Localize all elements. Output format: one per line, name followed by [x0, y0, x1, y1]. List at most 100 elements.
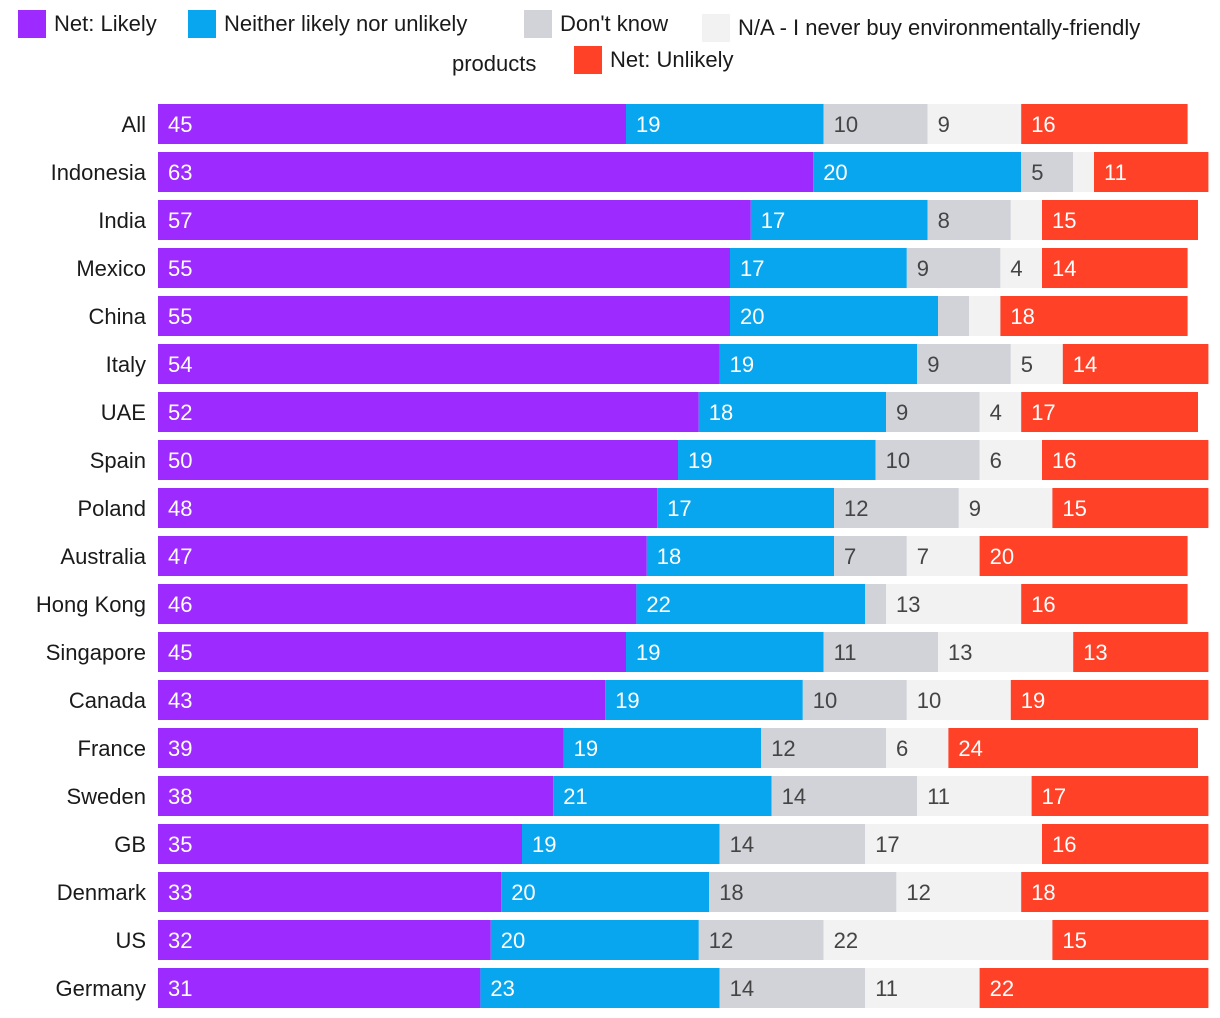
bar-segment[interactable] — [158, 536, 647, 576]
bar-segment[interactable] — [906, 680, 1011, 720]
bar-segment[interactable] — [1021, 392, 1198, 432]
bar-segment[interactable] — [1042, 824, 1209, 864]
bar-segment[interactable] — [1052, 488, 1209, 528]
bar-segment[interactable] — [865, 584, 886, 624]
bar-segment[interactable] — [158, 440, 678, 480]
bar-segment[interactable] — [917, 344, 1011, 384]
bar-segment[interactable] — [158, 680, 606, 720]
bar-segment[interactable] — [636, 584, 866, 624]
bar-segment[interactable] — [1062, 344, 1209, 384]
bar-segment[interactable] — [158, 296, 730, 336]
bar-segment[interactable] — [865, 968, 980, 1008]
bar-segment[interactable] — [698, 920, 824, 960]
bar-segment[interactable] — [979, 440, 1042, 480]
bar-segment[interactable] — [750, 200, 928, 240]
bar-segment[interactable] — [1042, 440, 1209, 480]
bar-segment[interactable] — [886, 392, 980, 432]
bar-segment[interactable] — [927, 200, 1011, 240]
bar-segment[interactable] — [948, 728, 1198, 768]
bar-segment[interactable] — [802, 680, 907, 720]
bar-segment[interactable] — [1042, 200, 1198, 240]
bar-segment[interactable] — [719, 968, 866, 1008]
bar-segment[interactable] — [480, 968, 720, 1008]
bar-segment[interactable] — [1021, 872, 1209, 912]
bar-segment[interactable] — [158, 872, 502, 912]
bar-segment[interactable] — [896, 872, 1022, 912]
bar-segment[interactable] — [1000, 248, 1042, 288]
legend-item-net-likely[interactable]: Net: Likely — [18, 10, 157, 38]
bar-segment[interactable] — [834, 536, 907, 576]
bar-segment[interactable] — [771, 776, 918, 816]
bar-segment[interactable] — [158, 632, 626, 672]
bar-segment[interactable] — [657, 488, 834, 528]
bar-segment[interactable] — [646, 536, 834, 576]
bar-segment[interactable] — [522, 824, 720, 864]
bar-segment[interactable] — [813, 152, 1022, 192]
bar-segment[interactable] — [1094, 152, 1209, 192]
bar-segment[interactable] — [1042, 248, 1188, 288]
bar-segment[interactable] — [709, 872, 897, 912]
bar-segment[interactable] — [906, 248, 1001, 288]
bar-segment[interactable] — [553, 776, 772, 816]
bar-segment[interactable] — [158, 152, 814, 192]
bar-segment[interactable] — [1021, 104, 1188, 144]
bar-segment[interactable] — [158, 200, 751, 240]
bar-segment[interactable] — [1031, 776, 1209, 816]
bar-segment[interactable] — [1010, 344, 1063, 384]
bar-segment[interactable] — [1000, 296, 1188, 336]
bar-segment[interactable] — [158, 248, 730, 288]
bar-segment[interactable] — [490, 920, 699, 960]
bar-segment[interactable] — [958, 488, 1053, 528]
bar-segment[interactable] — [761, 728, 886, 768]
bar-segment[interactable] — [158, 584, 637, 624]
bar-segment[interactable] — [969, 296, 1001, 336]
bar-segment[interactable] — [875, 440, 980, 480]
bar-segment[interactable] — [1073, 152, 1094, 192]
bar-segment[interactable] — [938, 296, 970, 336]
bar-segment[interactable] — [1010, 200, 1042, 240]
legend-item-neither[interactable]: Neither likely nor unlikely — [188, 10, 467, 38]
bar-segment[interactable] — [865, 824, 1042, 864]
bar-segment[interactable] — [823, 632, 938, 672]
bar-segment[interactable] — [158, 728, 564, 768]
bar-segment[interactable] — [698, 392, 886, 432]
bar-segment[interactable] — [158, 104, 626, 144]
bar-segment[interactable] — [730, 296, 938, 336]
bar-segment[interactable] — [730, 248, 907, 288]
bar-segment[interactable] — [626, 632, 824, 672]
bar-segment[interactable] — [1021, 152, 1074, 192]
legend-item-dont-know[interactable]: Don't know — [524, 10, 668, 38]
bar-segment[interactable] — [938, 632, 1074, 672]
bar-segment[interactable] — [1052, 920, 1209, 960]
bar-segment[interactable] — [563, 728, 762, 768]
bar-segment[interactable] — [158, 344, 720, 384]
bar-segment[interactable] — [678, 440, 876, 480]
data-label: 17 — [1031, 400, 1055, 425]
bar-segment[interactable] — [1010, 680, 1209, 720]
bar-segment[interactable] — [158, 920, 491, 960]
bar-segment[interactable] — [823, 920, 1053, 960]
bar-segment[interactable] — [158, 488, 658, 528]
bar-segment[interactable] — [626, 104, 824, 144]
bar-segment[interactable] — [158, 392, 699, 432]
bar-segment[interactable] — [1073, 632, 1209, 672]
bar-segment[interactable] — [906, 536, 980, 576]
bar-segment[interactable] — [501, 872, 710, 912]
bar-segment[interactable] — [886, 584, 1022, 624]
bar-segment[interactable] — [158, 776, 554, 816]
bar-segment[interactable] — [834, 488, 959, 528]
bar-segment[interactable] — [719, 824, 866, 864]
bar-segment[interactable] — [927, 104, 1022, 144]
bar-segment[interactable] — [158, 968, 481, 1008]
bar-segment[interactable] — [1021, 584, 1188, 624]
bar-segment[interactable] — [886, 728, 949, 768]
bar-segment[interactable] — [979, 968, 1209, 1008]
bar-segment[interactable] — [605, 680, 803, 720]
bar-segment[interactable] — [979, 536, 1188, 576]
bar-segment[interactable] — [158, 824, 522, 864]
bar-segment[interactable] — [979, 392, 1022, 432]
bar-segment[interactable] — [917, 776, 1032, 816]
legend-item-net-unlikely[interactable]: Net: Unlikely — [574, 46, 733, 74]
bar-segment[interactable] — [823, 104, 928, 144]
bar-segment[interactable] — [719, 344, 918, 384]
